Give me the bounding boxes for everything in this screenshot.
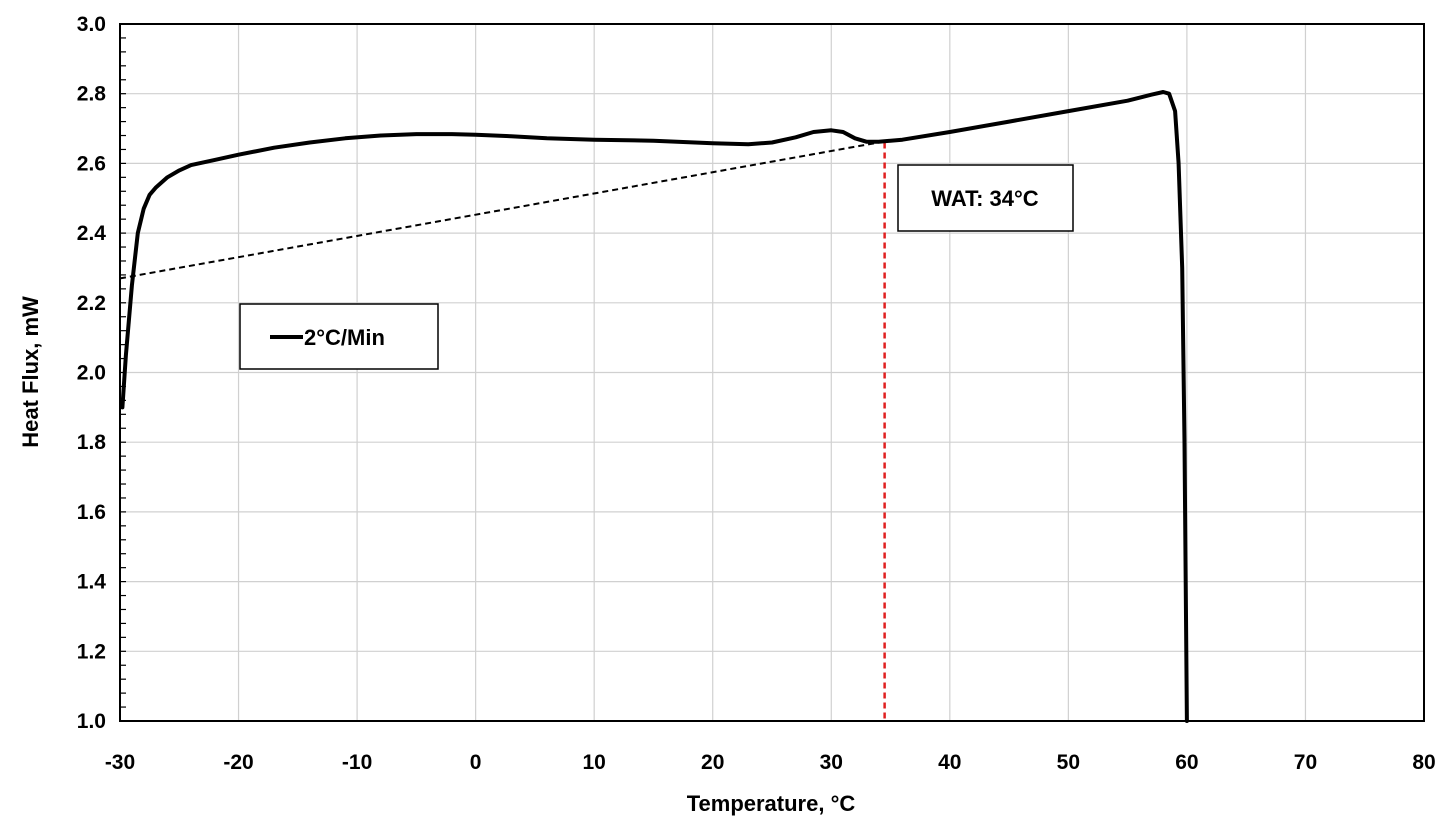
x-tick-label: 60	[1175, 751, 1198, 774]
grid	[120, 24, 1424, 721]
y-tick-label: 2.2	[77, 292, 106, 315]
baseline-dashed-line	[119, 141, 879, 280]
y-tick-label: 1.8	[77, 431, 107, 454]
x-tick-label: 70	[1294, 751, 1317, 774]
x-tick-label: 20	[701, 751, 724, 774]
y-tick-label: 2.8	[77, 83, 107, 106]
y-tick-labels: 1.0 1.2 1.4 1.6 1.8 2.0 2.2 2.4 2.6 2.8 3.0	[77, 13, 107, 733]
x-tick-label: 50	[1057, 751, 1080, 774]
x-axis-title: Temperature, °C	[687, 791, 856, 816]
x-tick-label: -30	[105, 751, 135, 774]
legend-box: 2°C/Min	[239, 303, 439, 370]
y-tick-label: 2.0	[77, 362, 106, 385]
y-tick-label: 1.4	[77, 571, 107, 594]
x-tick-label: 0	[470, 751, 482, 774]
y-tick-label: 1.0	[77, 710, 106, 733]
series-layer	[120, 90, 1189, 723]
x-tick-label: 30	[820, 751, 843, 774]
x-tick-label: 80	[1412, 751, 1435, 774]
x-tick-labels: -30 -20 -10 0 10 20 30 40 50 60 70 80	[105, 751, 1436, 774]
y-tick-label: 3.0	[77, 13, 106, 36]
wat-annotation-box: WAT: 34°C	[897, 164, 1074, 232]
x-tick-label: 10	[583, 751, 606, 774]
x-tick-label: -20	[223, 751, 253, 774]
series-line	[120, 90, 1189, 723]
minor-ticks	[120, 23, 126, 722]
y-tick-label: 2.4	[77, 222, 107, 245]
y-tick-label: 1.2	[77, 640, 106, 663]
legend-label: 2°C/Min	[304, 325, 385, 350]
y-tick-label: 1.6	[77, 501, 106, 524]
x-tick-label: 40	[938, 751, 961, 774]
y-axis-title: Heat Flux, mW	[18, 296, 43, 448]
x-tick-label: -10	[342, 751, 372, 774]
y-tick-label: 2.6	[77, 152, 106, 175]
wat-annotation-text: WAT: 34°C	[931, 186, 1039, 211]
baseline-layer	[119, 141, 879, 280]
